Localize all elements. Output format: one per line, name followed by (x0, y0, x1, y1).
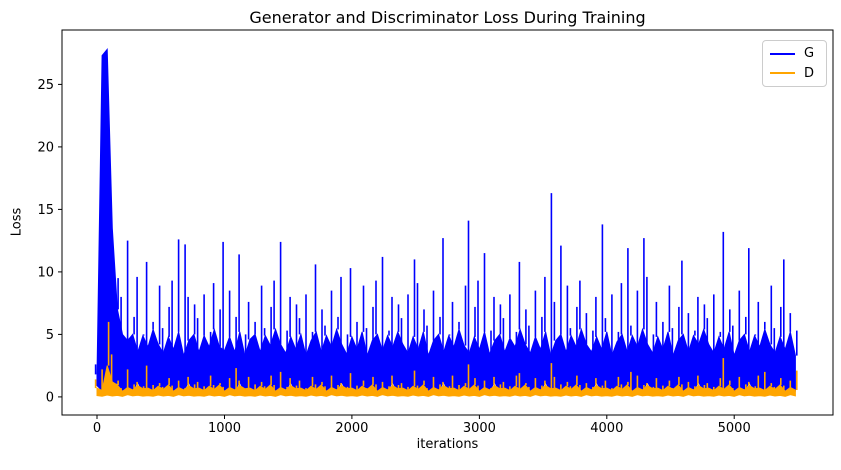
series-G-spikes (94, 193, 798, 375)
y-tick-label: 0 (46, 390, 54, 405)
legend-line-g-icon (770, 52, 795, 55)
legend-entry-g: G (770, 47, 819, 60)
y-tick-label: 20 (37, 140, 54, 155)
legend: G D (762, 40, 827, 87)
x-tick-label: 0 (93, 421, 101, 436)
x-tick-label: 5000 (718, 421, 751, 436)
series-G-band (96, 48, 796, 396)
legend-line-d-icon (770, 72, 795, 75)
y-tick-label: 25 (37, 78, 54, 93)
y-tick-label: 15 (37, 203, 54, 218)
legend-entry-d: D (770, 67, 819, 80)
x-axis-label: iterations (416, 437, 479, 452)
x-tick-label: 2000 (335, 421, 368, 436)
page-title: Generator and Discriminator Loss During … (249, 8, 646, 27)
y-tick-label: 10 (37, 265, 54, 280)
legend-label-d: D (804, 65, 815, 81)
axes-spines (61, 29, 834, 416)
x-tick-label: 3000 (463, 421, 496, 436)
x-tick-label: 4000 (590, 421, 623, 436)
legend-label-g: G (804, 46, 815, 62)
series-D-spikes (94, 321, 798, 392)
x-tick-label: 1000 (208, 421, 241, 436)
y-tick-label: 5 (46, 328, 54, 343)
